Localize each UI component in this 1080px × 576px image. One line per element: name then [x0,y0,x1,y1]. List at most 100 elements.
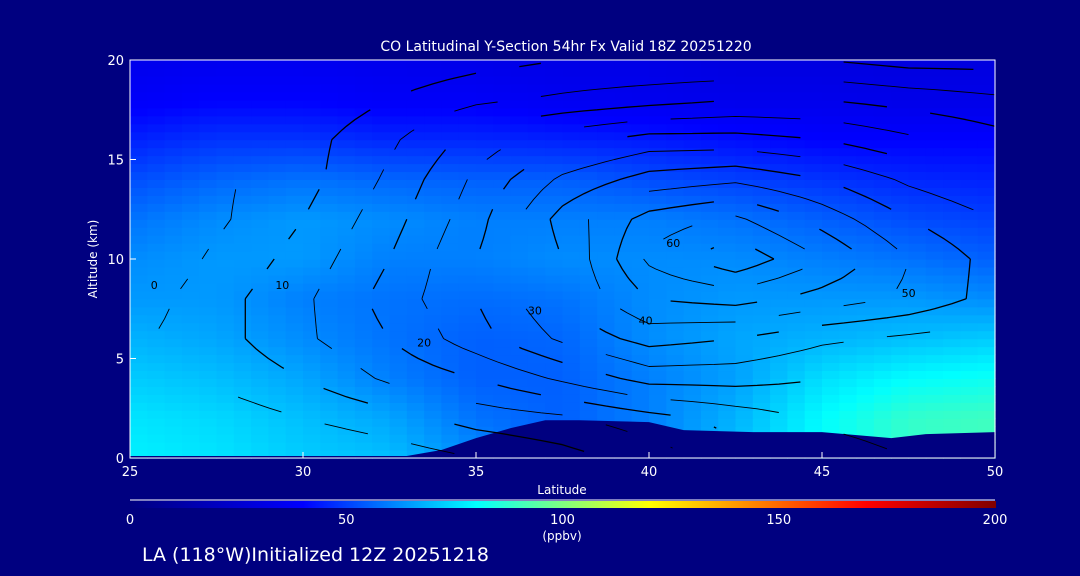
field-cell [683,259,702,268]
field-cell [579,139,598,149]
field-cell [873,195,892,204]
field-cell [493,290,512,300]
field-cell [337,179,356,188]
field-cell [372,179,391,188]
field-cell [873,60,892,69]
field-cell [666,410,685,419]
field-cell [510,322,529,332]
field-cell [303,259,321,268]
field-cell [510,187,529,196]
field-cell [337,91,356,101]
colorbar-tick-label: 150 [766,513,791,528]
field-cell [389,171,408,180]
field-cell [579,131,598,141]
field-cell [804,171,823,180]
x-tick-label: 40 [641,465,658,480]
field-cell [545,354,564,364]
field-cell [545,171,564,180]
field-cell [406,99,425,109]
field-cell [839,83,858,93]
field-cell [216,123,235,133]
field-cell [649,314,667,324]
field-cell [476,251,494,260]
field-cell [337,442,356,451]
field-cell [164,91,183,101]
field-cell [943,75,961,85]
field-cell [181,243,200,252]
field-cell [891,282,910,292]
field-cell [873,147,892,157]
field-cell [441,163,460,173]
field-cell [233,259,252,268]
field-cell [735,147,754,157]
field-cell [199,219,218,228]
field-cell [943,83,961,93]
field-cell [804,251,823,260]
field-cell [579,147,598,157]
field-cell [285,266,304,276]
field-cell [752,251,771,260]
field-cell [233,410,252,419]
field-cell [700,131,719,141]
field-cell [268,370,287,379]
field-cell [164,235,183,244]
field-cell [458,354,477,364]
field-cell [545,235,564,244]
field-cell [666,227,685,236]
field-cell [597,322,615,332]
field-cell [666,243,685,252]
field-cell [406,187,425,196]
field-cell [718,251,737,260]
field-cell [251,211,269,220]
field-cell [614,75,633,85]
field-cell [216,91,235,101]
field-cell [683,139,702,149]
field-cell [683,123,702,133]
field-cell [649,354,667,364]
field-cell [458,147,477,157]
field-cell [181,171,200,180]
field-cell [649,139,667,149]
field-cell [164,99,183,109]
field-cell [406,139,425,149]
field-cell [199,354,218,364]
field-cell [718,211,737,220]
field-cell [562,306,581,316]
field-cell [597,195,615,204]
field-cell [752,203,771,212]
field-cell [545,386,564,395]
field-cell [510,410,529,419]
field-cell [424,426,442,435]
field-cell [458,346,477,356]
field-cell [752,322,771,332]
field-cell [943,139,961,149]
field-cell [787,99,806,109]
field-cell [320,155,339,165]
field-cell [787,211,806,220]
field-cell [458,171,477,180]
field-cell [441,203,460,212]
field-cell [700,251,719,260]
field-cell [683,147,702,157]
field-cell [251,163,269,173]
field-cell [320,370,339,379]
field-cell [562,75,581,85]
field-cell [683,99,702,109]
field-cell [908,115,927,125]
field-cell [770,306,788,316]
field-cell [510,370,529,379]
field-cell [199,91,218,101]
field-cell [233,386,252,395]
field-cell [787,91,806,101]
field-cell [597,171,615,180]
field-cell [216,274,235,284]
field-cell [303,410,321,419]
field-cell [233,450,252,459]
field-cell [822,195,840,204]
field-cell [354,235,373,244]
field-cell [389,410,408,419]
field-cell [510,362,529,372]
field-cell [424,306,442,316]
field-cell [839,370,858,379]
field-cell [873,354,892,364]
